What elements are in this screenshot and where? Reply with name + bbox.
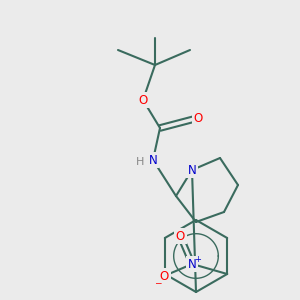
Text: N: N — [188, 257, 197, 271]
Text: O: O — [176, 230, 185, 242]
Text: −: − — [154, 278, 162, 287]
Text: O: O — [138, 94, 148, 106]
Text: N: N — [148, 154, 158, 166]
Text: H: H — [136, 157, 144, 167]
Text: N: N — [188, 164, 196, 176]
Text: O: O — [194, 112, 202, 124]
Text: +: + — [194, 254, 201, 263]
Text: O: O — [160, 269, 169, 283]
